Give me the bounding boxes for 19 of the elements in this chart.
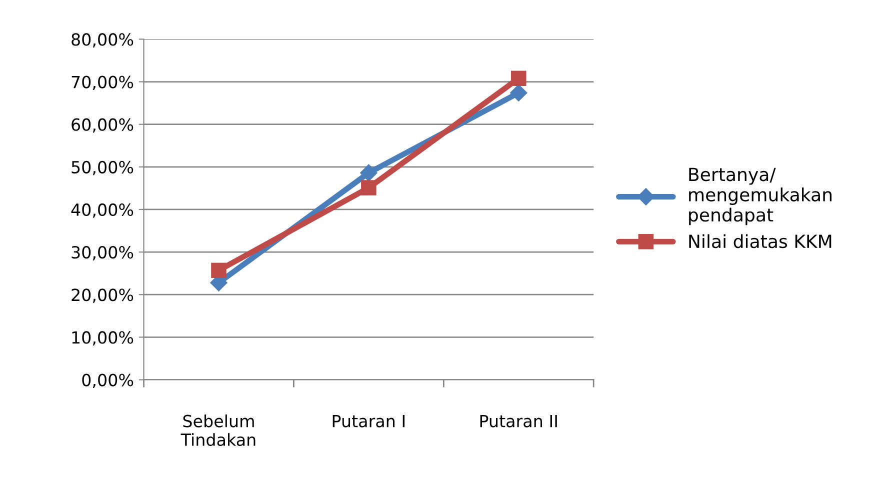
point (361, 180, 376, 196)
x-tick-label: Sebelum Tindakan (180, 414, 256, 446)
x-tick-label: Putaran I (332, 414, 404, 428)
point (211, 262, 226, 278)
y-tick-label: 40,00% (71, 203, 134, 218)
y-tick-label: 70,00% (72, 76, 134, 90)
y-tick-label: 80,00% (72, 33, 134, 48)
y-tick-label: 10,00% (72, 331, 134, 346)
legend-label: Bertanya/ mengemukakan pendapat (689, 168, 832, 226)
point (360, 164, 378, 182)
legend-label: Nilai diatas KKM (689, 234, 832, 248)
y-tick-label: 60,00% (72, 118, 134, 133)
point (510, 70, 526, 86)
x-tick-label: Putaran II (480, 414, 557, 428)
point (510, 84, 528, 102)
y-tick-label: 50,00% (72, 160, 134, 176)
y-tick-label: 20,00% (72, 288, 134, 303)
y-tick-label: 0,00% (82, 374, 134, 388)
y-tick-label: 30,00% (72, 246, 134, 260)
